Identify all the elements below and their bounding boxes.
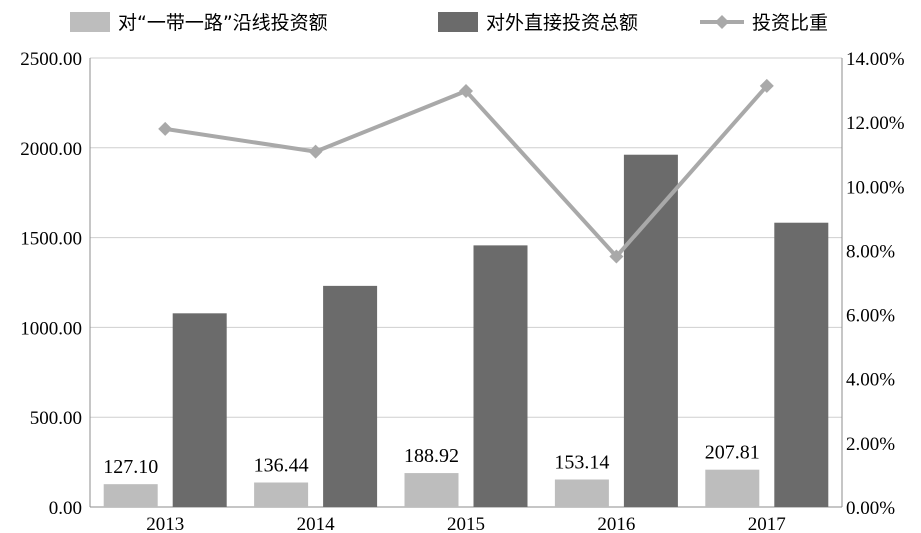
data-label-belt-road-2016: 153.14 xyxy=(554,451,609,473)
y-right-tick-label: 6.00% xyxy=(846,306,895,327)
y-right-tick-label: 4.00% xyxy=(846,370,895,391)
y-right-tick-label: 8.00% xyxy=(846,241,895,262)
data-label-belt-road-2014: 136.44 xyxy=(254,454,309,476)
bar-belt-road-2017 xyxy=(705,469,760,507)
bar-belt-road-2015 xyxy=(404,473,459,507)
data-label-belt-road-2013: 127.10 xyxy=(103,456,158,478)
ratio-marker-2014 xyxy=(308,144,323,159)
x-tick-label: 2015 xyxy=(447,514,485,533)
bar-belt-road-2016 xyxy=(554,479,609,507)
legend-label-ratio: 投资比重 xyxy=(752,12,828,34)
ratio-marker-2015 xyxy=(459,84,473,99)
y-right-tick-label: 10.00% xyxy=(846,177,905,198)
bars xyxy=(103,154,829,507)
bar-belt-road-2014 xyxy=(254,482,309,507)
legend-swatch-total-odi xyxy=(438,12,478,32)
x-tick-label: 2014 xyxy=(297,514,336,533)
x-tick-label: 2017 xyxy=(748,514,786,533)
data-label-belt-road-2017: 207.81 xyxy=(705,442,760,464)
y-left-tick-label: 500.00 xyxy=(30,408,82,429)
y-right-tick-label: 12.00% xyxy=(846,113,905,134)
ratio-marker-2017 xyxy=(759,78,774,93)
y-left-tick-label: 2500.00 xyxy=(20,49,82,70)
legend: 对“一带一路”沿线投资额 对外直接投资总额 投资比重 xyxy=(70,12,828,34)
x-tick-label: 2016 xyxy=(597,514,635,533)
bar-total-odi-2017 xyxy=(774,222,829,507)
bar-total-odi-2016 xyxy=(623,154,678,507)
axes: 0.00 500.00 1000.00 1500.00 2000.00 2500.00 0.… xyxy=(20,49,905,533)
ratio-marker-2013 xyxy=(158,121,173,136)
y-right-tick-label: 0.00% xyxy=(846,498,895,519)
legend-marker-ratio xyxy=(715,15,729,29)
ratio-line xyxy=(158,78,774,264)
data-labels: 127.10 136.44 188.92 153.14 207.81 xyxy=(103,442,760,478)
x-tick-label: 2013 xyxy=(146,514,184,533)
ratio-marker-2016 xyxy=(609,249,624,264)
y-left-tick-label: 1000.00 xyxy=(20,318,82,339)
data-label-belt-road-2015: 188.92 xyxy=(404,445,459,467)
y-left-tick-label: 1500.00 xyxy=(20,229,82,250)
bar-total-odi-2013 xyxy=(172,313,227,507)
bar-total-odi-2015 xyxy=(473,245,528,507)
legend-label-total-odi: 对外直接投资总额 xyxy=(486,12,638,34)
y-right-tick-label: 2.00% xyxy=(846,434,895,455)
bar-belt-road-2013 xyxy=(103,484,158,507)
legend-swatch-belt-road xyxy=(70,12,110,32)
bar-total-odi-2014 xyxy=(323,285,378,507)
y-left-tick-label: 2000.00 xyxy=(20,139,82,160)
legend-label-belt-road: 对“一带一路”沿线投资额 xyxy=(118,12,328,34)
y-left-tick-label: 0.00 xyxy=(49,498,82,519)
y-right-tick-label: 14.00% xyxy=(846,49,905,70)
